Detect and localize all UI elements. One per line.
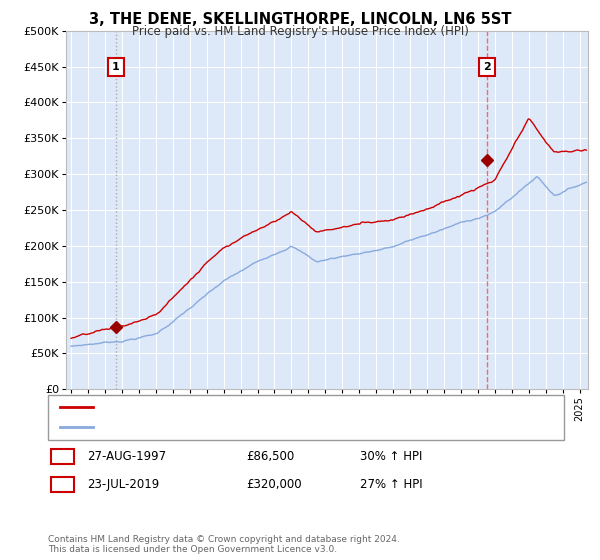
- Text: Contains HM Land Registry data © Crown copyright and database right 2024.
This d: Contains HM Land Registry data © Crown c…: [48, 535, 400, 554]
- Text: 2: 2: [483, 62, 491, 72]
- Text: £320,000: £320,000: [246, 478, 302, 491]
- Text: 3, THE DENE, SKELLINGTHORPE, LINCOLN, LN6 5ST (detached house): 3, THE DENE, SKELLINGTHORPE, LINCOLN, LN…: [99, 402, 460, 412]
- Text: 1: 1: [58, 450, 67, 463]
- Text: 3, THE DENE, SKELLINGTHORPE, LINCOLN, LN6 5ST: 3, THE DENE, SKELLINGTHORPE, LINCOLN, LN…: [89, 12, 511, 27]
- Text: 23-JUL-2019: 23-JUL-2019: [87, 478, 159, 491]
- Text: HPI: Average price, detached house, North Kesteven: HPI: Average price, detached house, Nort…: [99, 422, 372, 432]
- Text: 30% ↑ HPI: 30% ↑ HPI: [360, 450, 422, 463]
- Text: 27% ↑ HPI: 27% ↑ HPI: [360, 478, 422, 491]
- Text: £86,500: £86,500: [246, 450, 294, 463]
- Text: 1: 1: [112, 62, 120, 72]
- Text: 27-AUG-1997: 27-AUG-1997: [87, 450, 166, 463]
- Text: Price paid vs. HM Land Registry's House Price Index (HPI): Price paid vs. HM Land Registry's House …: [131, 25, 469, 38]
- Text: 2: 2: [58, 478, 67, 491]
